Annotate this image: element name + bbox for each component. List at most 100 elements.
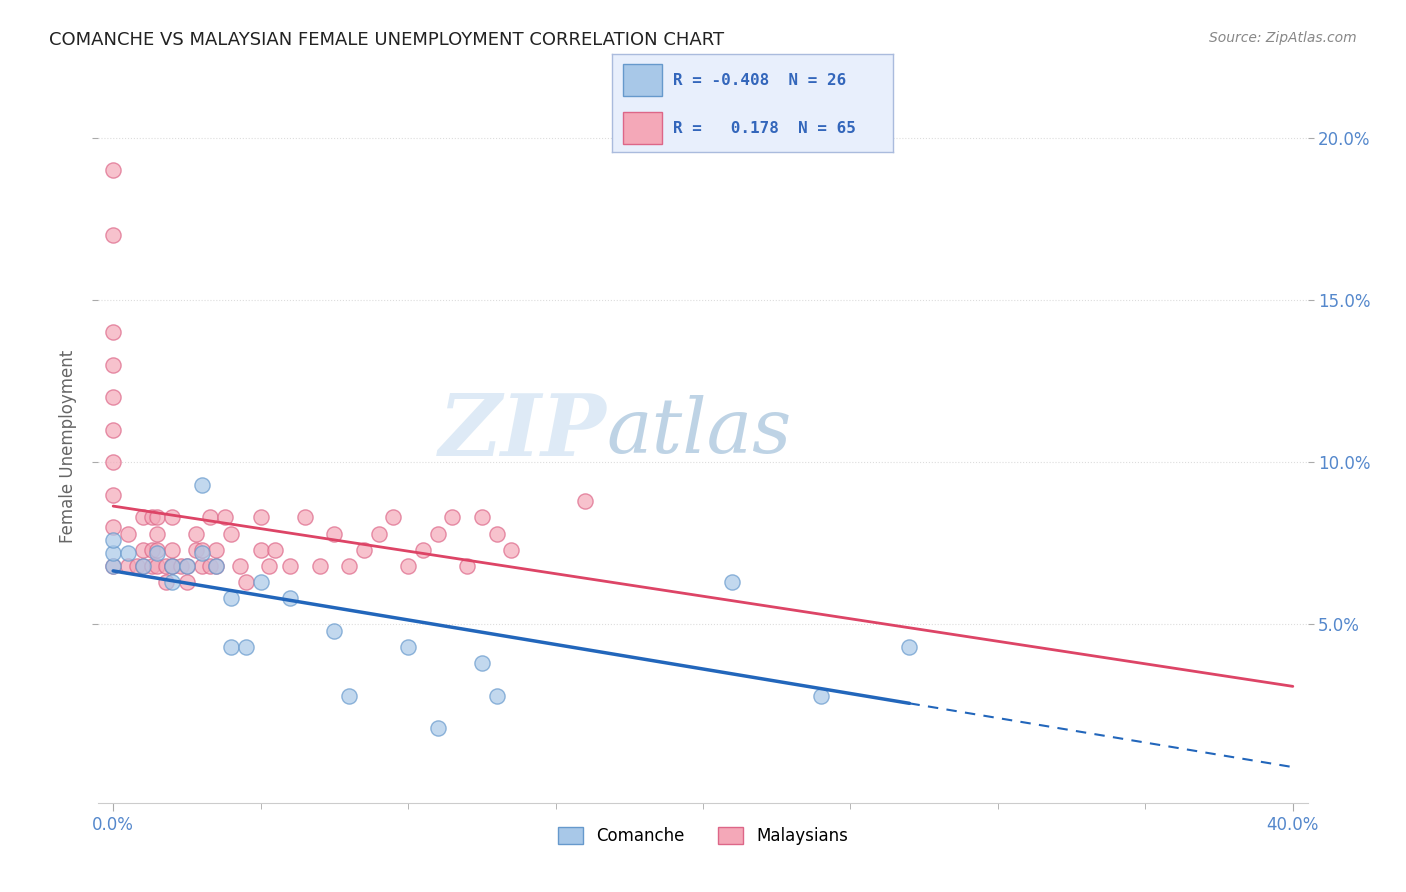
Point — [160, 559, 183, 574]
Point — [131, 510, 153, 524]
Y-axis label: Female Unemployment: Female Unemployment — [59, 350, 77, 542]
Point — [131, 559, 153, 574]
Point — [190, 478, 212, 492]
Point — [101, 423, 124, 437]
Text: Source: ZipAtlas.com: Source: ZipAtlas.com — [1209, 31, 1357, 45]
Point — [308, 559, 330, 574]
Point — [205, 559, 228, 574]
Point — [323, 624, 346, 638]
Text: atlas: atlas — [606, 395, 792, 468]
Point — [219, 526, 242, 541]
Point — [117, 546, 139, 560]
Legend: Comanche, Malaysians: Comanche, Malaysians — [551, 820, 855, 852]
Point — [810, 689, 832, 703]
Point — [382, 510, 405, 524]
Point — [200, 559, 222, 574]
Point — [101, 559, 124, 574]
Point — [190, 542, 212, 557]
Point — [146, 542, 169, 557]
Point — [160, 559, 183, 574]
Point — [214, 510, 236, 524]
Point — [125, 559, 148, 574]
Point — [456, 559, 478, 574]
Point — [117, 559, 139, 574]
Point — [323, 526, 346, 541]
Point — [160, 575, 183, 590]
Point — [249, 542, 271, 557]
Point — [101, 358, 124, 372]
Point — [176, 575, 198, 590]
Point — [441, 510, 464, 524]
Point — [259, 559, 281, 574]
Point — [131, 542, 153, 557]
Point — [278, 559, 301, 574]
Point — [412, 542, 434, 557]
Text: R = -0.408  N = 26: R = -0.408 N = 26 — [673, 72, 846, 87]
Point — [200, 510, 222, 524]
Point — [160, 559, 183, 574]
Point — [426, 526, 449, 541]
Point — [721, 575, 744, 590]
Point — [141, 542, 163, 557]
Point — [101, 520, 124, 534]
Point — [501, 542, 523, 557]
Point — [205, 559, 228, 574]
Text: COMANCHE VS MALAYSIAN FEMALE UNEMPLOYMENT CORRELATION CHART: COMANCHE VS MALAYSIAN FEMALE UNEMPLOYMEN… — [49, 31, 724, 49]
Point — [101, 163, 124, 178]
Point — [294, 510, 316, 524]
Point — [155, 559, 177, 574]
Point — [353, 542, 375, 557]
Point — [146, 510, 169, 524]
Point — [235, 640, 257, 654]
Point — [146, 559, 169, 574]
Point — [101, 488, 124, 502]
Point — [170, 559, 193, 574]
Point — [101, 326, 124, 340]
Point — [146, 546, 169, 560]
Point — [898, 640, 921, 654]
Point — [485, 689, 508, 703]
Bar — [623, 112, 662, 144]
Point — [101, 559, 124, 574]
Point — [396, 559, 419, 574]
Point — [160, 542, 183, 557]
Point — [367, 526, 389, 541]
Point — [190, 546, 212, 560]
Point — [235, 575, 257, 590]
Point — [155, 575, 177, 590]
Point — [101, 533, 124, 547]
Point — [131, 559, 153, 574]
Point — [146, 526, 169, 541]
Bar — [623, 64, 662, 95]
Point — [264, 542, 287, 557]
Point — [249, 575, 271, 590]
Point — [184, 526, 207, 541]
Point — [219, 640, 242, 654]
Point — [574, 494, 596, 508]
Point — [471, 510, 494, 524]
Point — [160, 510, 183, 524]
Point — [101, 390, 124, 404]
Point — [101, 455, 124, 469]
Point — [396, 640, 419, 654]
Point — [249, 510, 271, 524]
Text: ZIP: ZIP — [439, 390, 606, 474]
Point — [205, 542, 228, 557]
Point — [184, 542, 207, 557]
Point — [219, 591, 242, 606]
Point — [190, 559, 212, 574]
Point — [117, 526, 139, 541]
Point — [141, 510, 163, 524]
Point — [101, 228, 124, 243]
Point — [229, 559, 252, 574]
Point — [278, 591, 301, 606]
Point — [176, 559, 198, 574]
Text: R =   0.178  N = 65: R = 0.178 N = 65 — [673, 120, 856, 136]
Point — [101, 546, 124, 560]
Point — [337, 559, 360, 574]
Point — [485, 526, 508, 541]
Point — [337, 689, 360, 703]
Point — [426, 721, 449, 735]
Point — [176, 559, 198, 574]
Point — [471, 657, 494, 671]
